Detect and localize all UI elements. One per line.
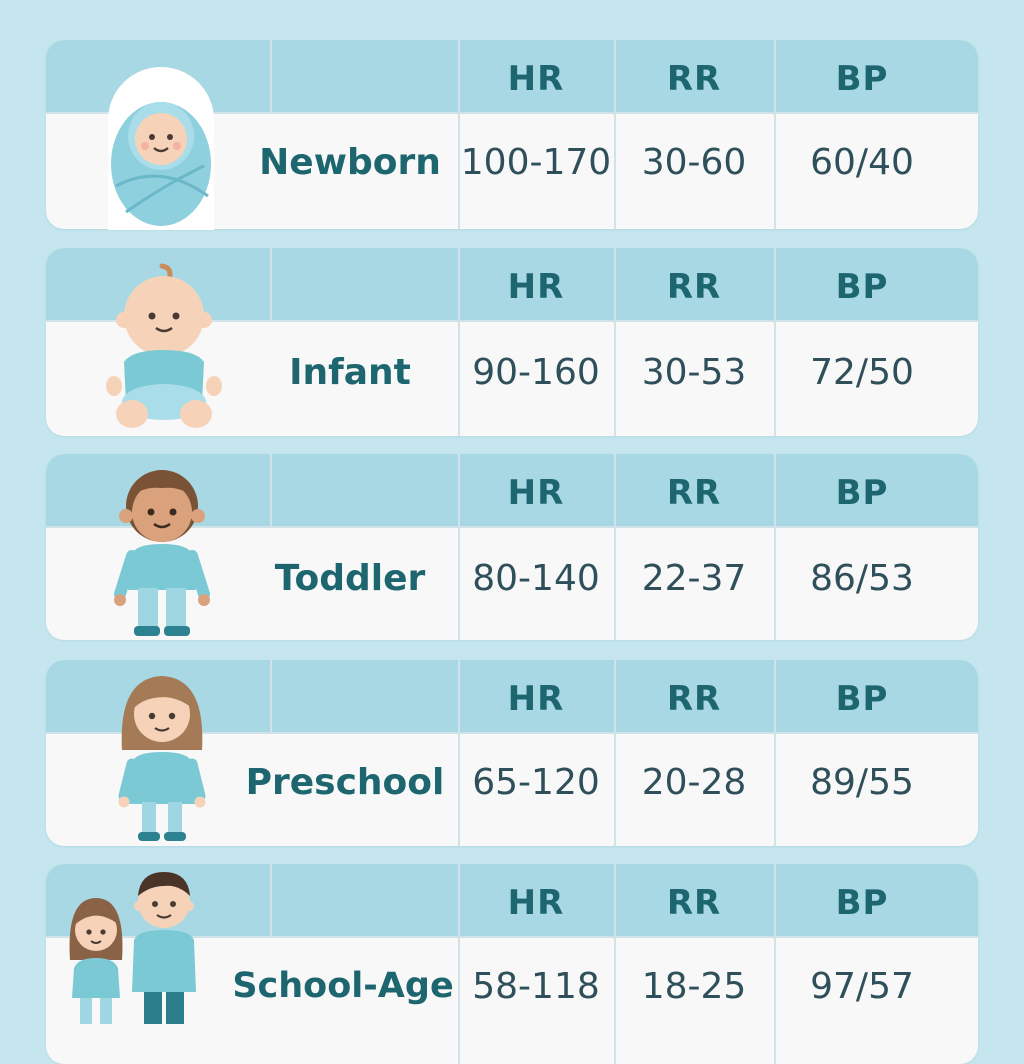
- vital-card-preschool: HR RR BP Preschool 65-120 20-28 89/55: [46, 660, 978, 846]
- hr-value: 90-160: [472, 352, 600, 393]
- divider: [774, 660, 776, 846]
- divider: [270, 660, 272, 732]
- divider: [614, 248, 616, 436]
- bp-value: 72/50: [810, 352, 914, 393]
- divider: [458, 864, 460, 1064]
- divider: [458, 40, 460, 229]
- vital-card-infant: HR RR BP Infant 90-160 30-53 72/50: [46, 248, 978, 436]
- header-bp: BP: [835, 473, 889, 513]
- divider: [458, 248, 460, 436]
- school-age-children-icon: [69, 872, 196, 1024]
- bp-value: 60/40: [810, 142, 914, 183]
- header-bp: BP: [835, 883, 889, 923]
- swaddled-baby-icon: [108, 67, 214, 230]
- divider: [270, 864, 272, 936]
- stage-label: Toddler: [274, 558, 426, 599]
- bp-value: 89/55: [810, 762, 914, 803]
- header-rr: RR: [666, 59, 722, 99]
- divider: [270, 248, 272, 320]
- toddler-icon: [114, 470, 210, 636]
- divider: [614, 660, 616, 846]
- divider: [270, 454, 272, 526]
- hr-value: 58-118: [472, 966, 600, 1007]
- divider: [46, 732, 978, 734]
- divider: [774, 864, 776, 1064]
- rr-value: 30-60: [641, 142, 747, 183]
- rr-value: 30-53: [641, 352, 747, 393]
- hr-value: 100-170: [460, 142, 612, 183]
- header-bp: BP: [835, 59, 889, 99]
- stage-label: Newborn: [259, 142, 441, 183]
- divider: [46, 320, 978, 322]
- rr-value: 22-37: [641, 558, 747, 599]
- header-rr: RR: [666, 267, 722, 307]
- divider: [46, 936, 978, 938]
- header-hr: HR: [507, 473, 565, 513]
- rr-value: 18-25: [641, 966, 747, 1007]
- header-hr: HR: [507, 883, 565, 923]
- divider: [774, 40, 776, 229]
- sitting-baby-icon: [106, 263, 222, 428]
- divider: [458, 454, 460, 640]
- divider: [270, 40, 272, 112]
- divider: [46, 526, 978, 528]
- preschool-girl-icon: [118, 676, 206, 841]
- divider: [774, 248, 776, 436]
- header-hr: HR: [507, 679, 565, 719]
- divider: [774, 454, 776, 640]
- rr-value: 20-28: [641, 762, 747, 803]
- hr-value: 65-120: [472, 762, 600, 803]
- vital-card-toddler: HR RR BP Toddler 80-140 22-37 86/53: [46, 454, 978, 640]
- header-hr: HR: [507, 267, 565, 307]
- header-hr: HR: [507, 59, 565, 99]
- bp-value: 97/57: [810, 966, 914, 1007]
- card-header: [46, 864, 978, 936]
- header-rr: RR: [666, 883, 722, 923]
- divider: [614, 864, 616, 1064]
- hr-value: 80-140: [472, 558, 600, 599]
- stage-label: School-Age: [232, 966, 454, 1006]
- divider: [614, 454, 616, 640]
- divider: [46, 112, 978, 114]
- bp-value: 86/53: [810, 558, 914, 599]
- card-header: [46, 660, 978, 732]
- stage-label: Preschool: [245, 762, 445, 803]
- header-bp: BP: [835, 679, 889, 719]
- divider: [614, 40, 616, 229]
- header-rr: RR: [666, 473, 722, 513]
- divider: [458, 660, 460, 846]
- header-rr: RR: [666, 679, 722, 719]
- stage-label: Infant: [289, 352, 411, 393]
- header-bp: BP: [835, 267, 889, 307]
